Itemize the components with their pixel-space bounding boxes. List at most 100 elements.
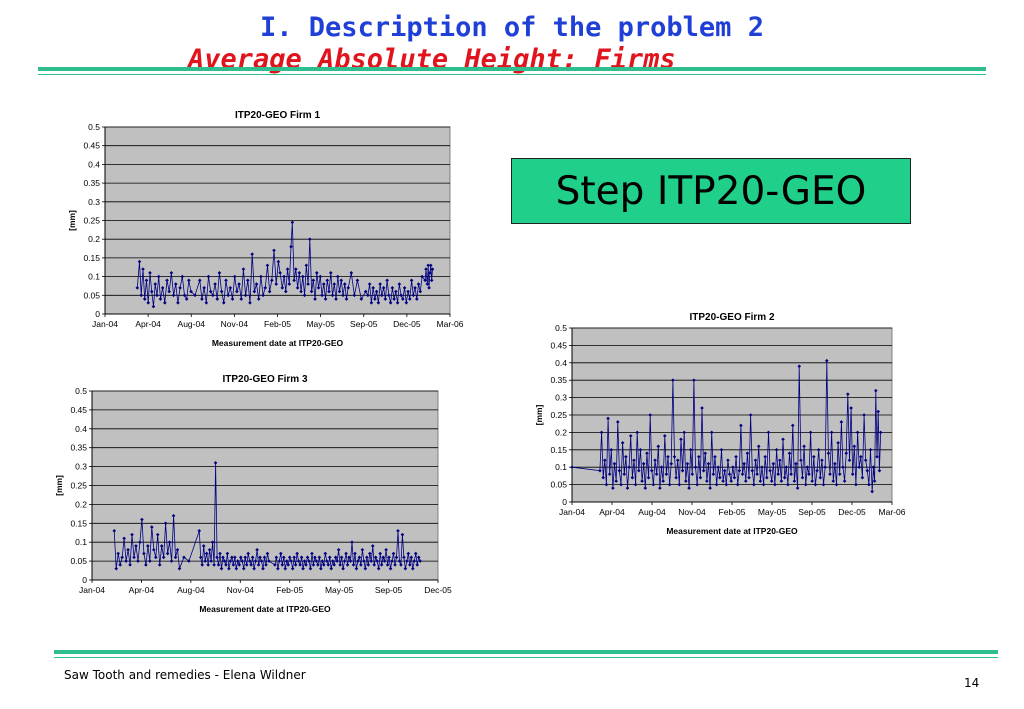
data-point	[411, 293, 416, 298]
y-axis-label: [mm]	[54, 475, 64, 496]
x-tick-label: Aug-04	[638, 507, 666, 517]
data-point	[871, 465, 876, 469]
data-point	[735, 482, 740, 487]
data-point	[259, 274, 263, 279]
y-tick-label: 0.3	[555, 393, 567, 403]
data-point	[155, 532, 160, 537]
x-tick-label: Jan-04	[559, 507, 585, 517]
data-point	[833, 461, 837, 466]
data-point	[208, 289, 213, 294]
data-point	[243, 555, 248, 560]
y-tick-label: 0.4	[75, 424, 87, 434]
data-point	[418, 289, 423, 294]
chart-title: ITP20-GEO Firm 1	[235, 110, 320, 121]
data-point	[769, 479, 774, 483]
y-tick-label: 0.45	[70, 405, 87, 415]
data-point	[281, 555, 286, 560]
data-point	[760, 465, 764, 469]
y-axis-label: [mm]	[534, 404, 544, 425]
data-point	[876, 409, 881, 414]
data-point	[163, 300, 167, 305]
y-tick-label: 0.25	[70, 481, 87, 491]
y-tick-label: 0.1	[75, 537, 87, 547]
data-point	[662, 434, 667, 438]
data-point	[140, 517, 144, 522]
data-point	[311, 278, 316, 283]
data-point	[221, 300, 226, 305]
data-point	[184, 297, 189, 301]
data-point	[158, 297, 163, 301]
data-point	[290, 220, 295, 225]
data-point	[797, 364, 802, 369]
data-point	[698, 475, 703, 480]
data-point	[619, 482, 623, 487]
data-point	[285, 267, 290, 271]
y-tick-label: 0.3	[88, 197, 100, 207]
data-point	[842, 479, 847, 483]
data-point	[320, 559, 325, 563]
data-point	[171, 293, 176, 298]
data-point	[601, 475, 605, 480]
data-point	[409, 278, 414, 283]
data-point	[365, 555, 369, 560]
top-divider-thin	[38, 74, 986, 75]
data-point	[150, 525, 154, 529]
data-point	[789, 472, 793, 476]
data-point	[614, 479, 618, 483]
data-point	[134, 544, 138, 548]
x-tick-label: Mar-06	[879, 507, 906, 517]
data-point	[782, 475, 787, 480]
y-tick-label: 0.35	[83, 178, 100, 188]
data-point	[687, 486, 691, 490]
y-tick-label: 0.15	[550, 445, 567, 455]
data-point	[390, 559, 394, 563]
data-point	[289, 244, 293, 249]
data-point	[374, 289, 379, 294]
data-point	[620, 441, 625, 445]
y-tick-label: 0.25	[83, 216, 100, 226]
data-point	[302, 293, 307, 298]
data-point	[356, 559, 360, 563]
data-point	[350, 540, 354, 544]
data-point	[202, 286, 206, 290]
data-point	[352, 293, 357, 298]
data-point	[232, 274, 237, 279]
data-point	[672, 454, 677, 459]
data-point	[335, 559, 339, 563]
data-point	[396, 529, 400, 533]
data-point	[363, 566, 368, 571]
data-point	[241, 267, 246, 271]
y-tick-label: 0.25	[550, 410, 567, 420]
data-point	[705, 479, 709, 483]
data-point	[774, 448, 779, 452]
chart-firm-3: ITP20-GEO Firm 3 0 0.05 0.1 0.15 0.2 0.25 0.3 0.…	[54, 374, 452, 614]
data-point	[852, 444, 857, 449]
data-point	[325, 278, 330, 283]
data-point	[403, 566, 408, 571]
data-point	[603, 458, 607, 463]
data-point	[284, 559, 289, 563]
data-point	[633, 482, 638, 487]
data-point	[425, 282, 430, 286]
data-point	[794, 461, 798, 466]
data-point	[274, 282, 278, 286]
data-point	[239, 297, 244, 301]
data-point	[378, 551, 382, 556]
data-point	[807, 472, 811, 476]
data-point	[320, 293, 324, 298]
data-point	[711, 472, 716, 476]
data-point	[731, 465, 735, 469]
data-point	[309, 289, 314, 294]
data-point	[274, 555, 279, 560]
data-point	[254, 282, 259, 286]
data-point	[187, 559, 191, 563]
data-point	[151, 304, 156, 309]
data-point	[272, 248, 276, 253]
x-axis-label: Measurement date at ITP20-GEO	[212, 338, 344, 348]
data-point	[388, 300, 393, 305]
data-point	[159, 544, 164, 548]
data-point	[679, 437, 683, 442]
data-point	[142, 551, 146, 556]
data-point	[870, 489, 874, 494]
data-point	[598, 468, 602, 473]
